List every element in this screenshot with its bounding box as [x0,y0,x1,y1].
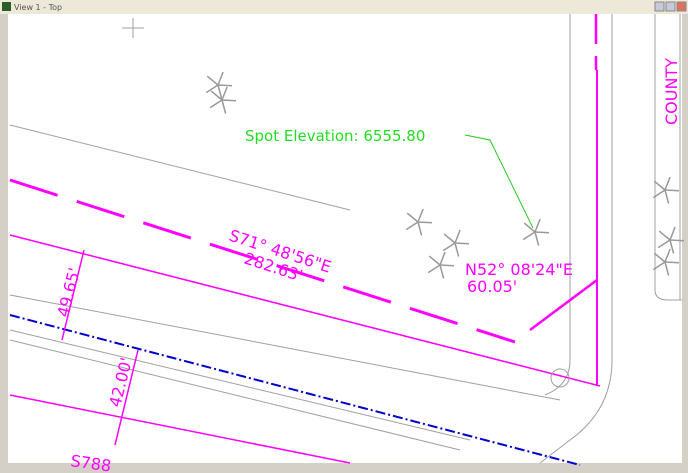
maximize-button[interactable] [666,2,675,11]
window-icon [2,2,11,11]
minimize-button[interactable] [655,2,664,11]
distance-label: 60.05' [467,277,517,296]
title-bar [0,0,688,14]
page: View 1 - Top Spot Elevation: 6555.80 S71… [0,0,688,473]
spot-elevation: Spot Elevation: 6555.80 [245,127,425,145]
cad-window: View 1 - Top Spot Elevation: 6555.80 S71… [0,0,688,473]
window-title: View 1 - Top [14,3,62,12]
road-label: COUNTY [662,58,681,125]
close-button[interactable] [677,2,686,11]
